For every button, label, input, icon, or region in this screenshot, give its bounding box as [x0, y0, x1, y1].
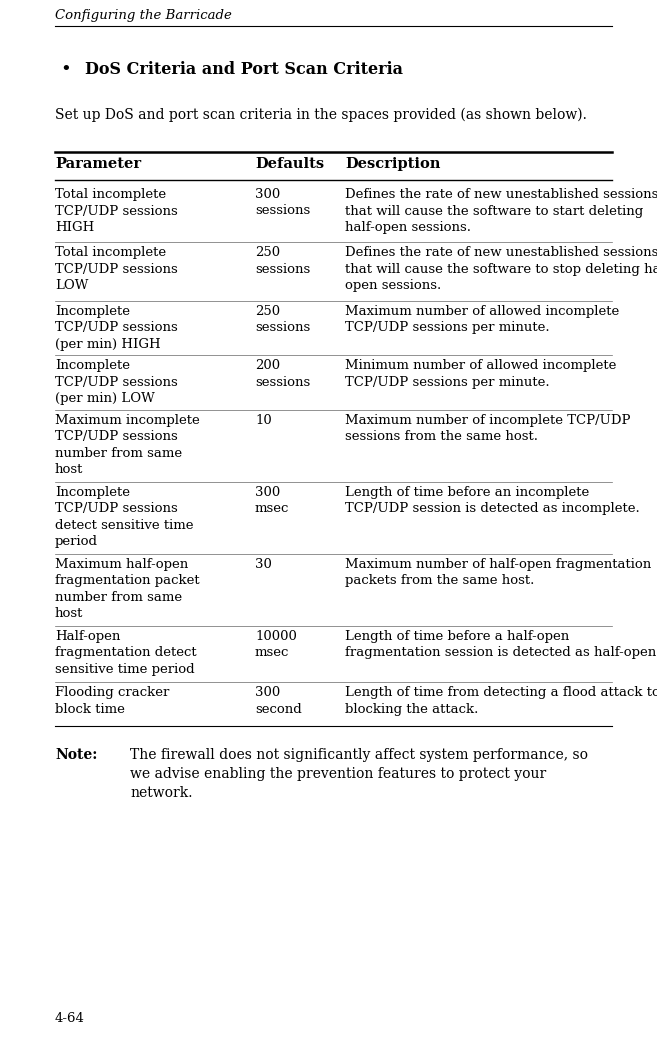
Text: 300
msec: 300 msec: [255, 486, 289, 515]
Text: 200
sessions: 200 sessions: [255, 359, 310, 389]
Text: Maximum number of allowed incomplete
TCP/UDP sessions per minute.: Maximum number of allowed incomplete TCP…: [345, 305, 620, 334]
Text: Half-open
fragmentation detect
sensitive time period: Half-open fragmentation detect sensitive…: [55, 630, 196, 676]
Text: Incomplete
TCP/UDP sessions
detect sensitive time
period: Incomplete TCP/UDP sessions detect sensi…: [55, 486, 194, 549]
Text: 300
sessions: 300 sessions: [255, 188, 310, 218]
Text: Defines the rate of new unestablished sessions
that will cause the software to s: Defines the rate of new unestablished se…: [345, 246, 657, 292]
Text: Length of time from detecting a flood attack to
blocking the attack.: Length of time from detecting a flood at…: [345, 687, 657, 716]
Text: Total incomplete
TCP/UDP sessions
HIGH: Total incomplete TCP/UDP sessions HIGH: [55, 188, 178, 233]
Text: Note:: Note:: [55, 749, 97, 762]
Text: Flooding cracker
block time: Flooding cracker block time: [55, 687, 170, 716]
Text: Configuring the Barricade: Configuring the Barricade: [55, 9, 232, 22]
Text: Incomplete
TCP/UDP sessions
(per min) HIGH: Incomplete TCP/UDP sessions (per min) HI…: [55, 305, 178, 351]
Text: Minimum number of allowed incomplete
TCP/UDP sessions per minute.: Minimum number of allowed incomplete TCP…: [345, 359, 616, 389]
Text: Maximum half-open
fragmentation packet
number from same
host: Maximum half-open fragmentation packet n…: [55, 558, 200, 621]
Text: Description: Description: [345, 157, 440, 171]
Text: Total incomplete
TCP/UDP sessions
LOW: Total incomplete TCP/UDP sessions LOW: [55, 246, 178, 292]
Text: 300
second: 300 second: [255, 687, 302, 716]
Text: 250
sessions: 250 sessions: [255, 305, 310, 334]
Text: 10000
msec: 10000 msec: [255, 630, 297, 660]
Text: 30: 30: [255, 558, 272, 571]
Text: Length of time before a half-open
fragmentation session is detected as half-open: Length of time before a half-open fragme…: [345, 630, 657, 660]
Text: Incomplete
TCP/UDP sessions
(per min) LOW: Incomplete TCP/UDP sessions (per min) LO…: [55, 359, 178, 405]
Text: Defaults: Defaults: [255, 157, 324, 171]
Text: Set up DoS and port scan criteria in the spaces provided (as shown below).: Set up DoS and port scan criteria in the…: [55, 108, 587, 122]
Text: Parameter: Parameter: [55, 157, 141, 171]
Text: DoS Criteria and Port Scan Criteria: DoS Criteria and Port Scan Criteria: [85, 62, 403, 79]
Text: 4-64: 4-64: [55, 1012, 85, 1025]
Text: Length of time before an incomplete
TCP/UDP session is detected as incomplete.: Length of time before an incomplete TCP/…: [345, 486, 640, 515]
Text: Maximum incomplete
TCP/UDP sessions
number from same
host: Maximum incomplete TCP/UDP sessions numb…: [55, 414, 200, 476]
Text: 250
sessions: 250 sessions: [255, 246, 310, 276]
Text: 10: 10: [255, 414, 272, 427]
Text: The firewall does not significantly affect system performance, so
we advise enab: The firewall does not significantly affe…: [130, 749, 588, 800]
Text: •: •: [60, 61, 71, 79]
Text: Defines the rate of new unestablished sessions
that will cause the software to s: Defines the rate of new unestablished se…: [345, 188, 657, 233]
Text: Maximum number of incomplete TCP/UDP
sessions from the same host.: Maximum number of incomplete TCP/UDP ses…: [345, 414, 631, 444]
Text: Maximum number of half-open fragmentation
packets from the same host.: Maximum number of half-open fragmentatio…: [345, 558, 651, 587]
